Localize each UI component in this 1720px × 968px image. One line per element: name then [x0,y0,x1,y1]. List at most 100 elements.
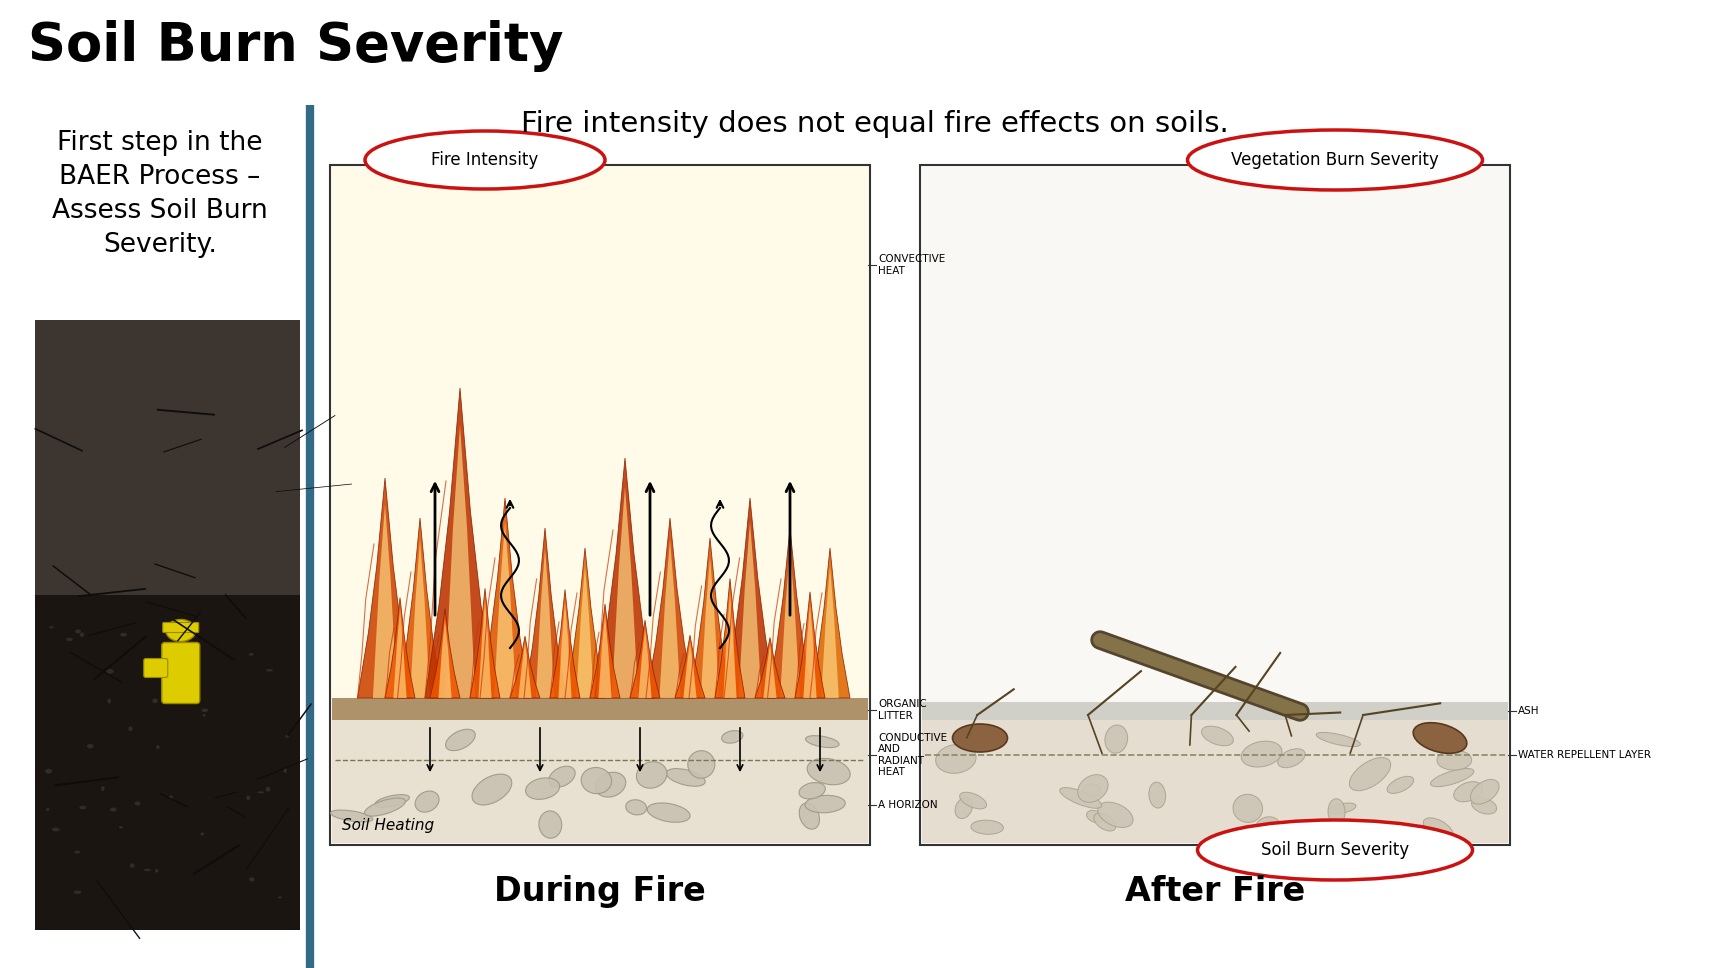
Text: ASH: ASH [1519,706,1539,716]
FancyBboxPatch shape [162,643,200,704]
Polygon shape [373,504,397,698]
Ellipse shape [365,131,605,189]
Ellipse shape [203,714,206,716]
Ellipse shape [1348,758,1391,791]
Text: Vegetation Burn Severity: Vegetation Burn Severity [1232,151,1440,169]
Ellipse shape [249,877,255,882]
Ellipse shape [1414,723,1467,753]
Ellipse shape [800,782,826,799]
Ellipse shape [129,727,132,731]
Text: ORGANIC
LITTER: ORGANIC LITTER [877,699,927,721]
Polygon shape [781,549,800,698]
Ellipse shape [169,796,174,800]
Text: First step in the
BAER Process –
Assess Soil Burn
Severity.: First step in the BAER Process – Assess … [52,130,268,258]
Text: Soil Burn Severity: Soil Burn Severity [28,20,564,72]
Ellipse shape [52,828,60,832]
Ellipse shape [526,778,559,800]
Ellipse shape [1256,817,1281,839]
Polygon shape [764,645,777,698]
Polygon shape [599,616,612,698]
Ellipse shape [970,820,1003,834]
Ellipse shape [1094,813,1116,831]
Polygon shape [755,638,784,698]
Ellipse shape [636,762,667,788]
Polygon shape [590,604,619,698]
Polygon shape [470,589,501,698]
Text: CONDUCTIVE
AND
RADIANT
HEAT: CONDUCTIVE AND RADIANT HEAT [877,733,948,777]
Ellipse shape [1328,799,1345,825]
Ellipse shape [626,800,647,815]
Polygon shape [803,605,817,698]
Ellipse shape [1087,810,1103,823]
Ellipse shape [1328,803,1355,814]
Polygon shape [700,558,719,698]
Ellipse shape [249,653,253,655]
Polygon shape [430,609,459,698]
Polygon shape [385,597,415,698]
Ellipse shape [1097,802,1133,828]
Bar [922,702,1508,720]
Polygon shape [564,548,605,698]
Text: Soil Burn Severity: Soil Burn Severity [1261,841,1409,859]
Bar [922,167,1508,702]
Polygon shape [674,635,705,698]
Ellipse shape [1436,750,1472,771]
Text: A HORIZON: A HORIZON [877,800,937,810]
Ellipse shape [165,620,196,642]
Ellipse shape [936,744,975,773]
Polygon shape [724,592,736,698]
Text: WATER REPELLENT LAYER: WATER REPELLENT LAYER [1519,750,1651,760]
FancyBboxPatch shape [163,622,200,632]
Polygon shape [683,643,697,698]
Ellipse shape [953,724,1008,752]
Bar [330,165,870,845]
Bar [332,698,869,720]
Bar [34,320,299,594]
Ellipse shape [120,633,127,637]
Polygon shape [820,566,839,698]
Ellipse shape [134,802,141,805]
Bar [34,320,299,930]
Polygon shape [525,528,566,698]
Ellipse shape [144,869,151,871]
Ellipse shape [65,638,72,641]
Bar [922,720,1508,843]
Ellipse shape [365,798,406,816]
Ellipse shape [107,669,114,674]
Polygon shape [638,629,652,698]
Ellipse shape [800,802,819,830]
Ellipse shape [595,772,626,797]
Ellipse shape [277,896,282,898]
Ellipse shape [1233,795,1262,823]
Ellipse shape [46,808,50,811]
Ellipse shape [445,729,475,750]
Ellipse shape [48,626,53,628]
Ellipse shape [1278,748,1305,768]
Ellipse shape [1424,818,1453,839]
Ellipse shape [1187,130,1483,190]
Polygon shape [595,458,655,698]
Polygon shape [511,636,540,698]
Bar [332,167,869,698]
Polygon shape [767,528,812,698]
Ellipse shape [538,811,562,838]
Ellipse shape [1472,798,1496,814]
Ellipse shape [200,832,205,835]
Ellipse shape [330,810,373,822]
Polygon shape [630,620,660,698]
Ellipse shape [74,891,81,893]
Ellipse shape [1078,774,1108,802]
Polygon shape [724,498,776,698]
Ellipse shape [45,769,52,773]
Polygon shape [738,522,762,698]
Ellipse shape [76,629,81,633]
Ellipse shape [1316,733,1361,746]
Ellipse shape [955,798,972,819]
Ellipse shape [1431,769,1474,787]
Polygon shape [439,620,452,698]
Ellipse shape [1060,788,1103,808]
Ellipse shape [1104,725,1128,753]
Ellipse shape [258,791,265,794]
Polygon shape [690,538,731,698]
Polygon shape [358,478,413,698]
